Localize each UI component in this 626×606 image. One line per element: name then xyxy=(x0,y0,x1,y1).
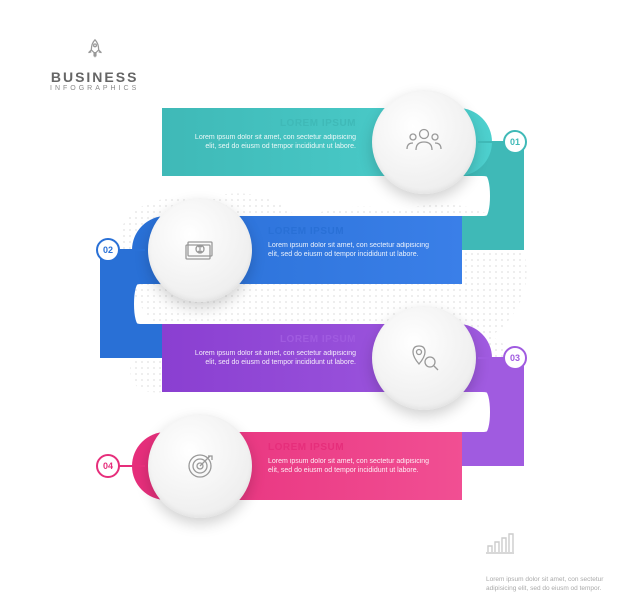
target-icon xyxy=(180,446,220,486)
step-1-body: Lorem ipsum dolor sit amet, con sectetur… xyxy=(186,133,356,152)
header: BUSINESS INFOGRAPHICS xyxy=(50,38,139,92)
step-4-num: 04 xyxy=(103,461,113,471)
step-2-text: LOREM IPSUM Lorem ipsum dolor sit amet, … xyxy=(268,226,438,260)
step-2-badge: 02 xyxy=(96,238,120,262)
step-3-title: LOREM IPSUM xyxy=(186,334,356,345)
step-3-circle xyxy=(372,306,476,410)
step-3-line xyxy=(478,357,504,359)
footer-text: Lorem ipsum dolor sit amet, con sectetur… xyxy=(486,576,606,594)
step-2-title: LOREM IPSUM xyxy=(268,226,438,237)
step-3-num: 03 xyxy=(510,353,520,363)
step-1-line xyxy=(478,141,504,143)
step-1-circle xyxy=(372,90,476,194)
step-1-num: 01 xyxy=(510,137,520,147)
step-4-line xyxy=(119,465,145,467)
step-1-badge: 01 xyxy=(503,130,527,154)
rocket-icon xyxy=(84,38,106,60)
step-3-body: Lorem ipsum dolor sit amet, con sectetur… xyxy=(186,349,356,368)
step-4-circle xyxy=(148,414,252,518)
search-location-icon xyxy=(404,338,444,378)
step-3-text: LOREM IPSUM Lorem ipsum dolor sit amet, … xyxy=(186,334,356,368)
step-4-body: Lorem ipsum dolor sit amet, con sectetur… xyxy=(268,457,438,476)
step-4-title: LOREM IPSUM xyxy=(268,442,438,453)
step-4-text: LOREM IPSUM Lorem ipsum dolor sit amet, … xyxy=(268,442,438,476)
header-title: BUSINESS xyxy=(50,69,139,85)
step-1-title: LOREM IPSUM xyxy=(186,118,356,129)
step-2-circle xyxy=(148,198,252,302)
step-2-num: 02 xyxy=(103,245,113,255)
step-3-badge: 03 xyxy=(503,346,527,370)
chart-icon xyxy=(486,532,514,554)
step-1-text: LOREM IPSUM Lorem ipsum dolor sit amet, … xyxy=(186,118,356,152)
step-2-body: Lorem ipsum dolor sit amet, con sectetur… xyxy=(268,241,438,260)
money-icon xyxy=(180,230,220,270)
team-icon xyxy=(404,122,444,162)
header-subtitle: INFOGRAPHICS xyxy=(50,85,139,92)
step-4-badge: 04 xyxy=(96,454,120,478)
step-2-line xyxy=(119,249,145,251)
